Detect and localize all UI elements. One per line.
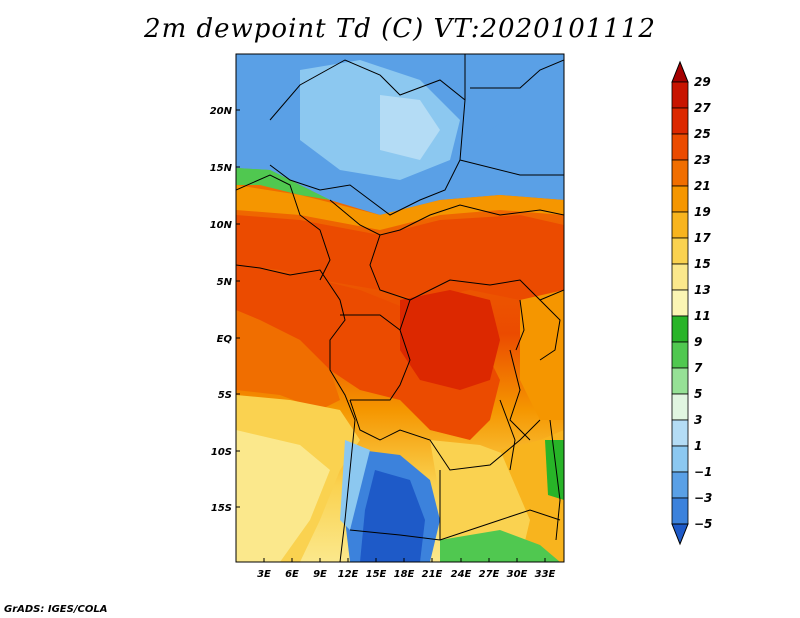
colorbar-label: 3 — [694, 413, 702, 427]
colorbar-segment — [671, 393, 689, 421]
map-title: 2m dewpoint Td (C) VT:2020101112 — [144, 14, 656, 44]
latitude-axis — [236, 109, 240, 508]
lat-label: 5S — [218, 390, 232, 401]
colorbar-label: 25 — [694, 127, 711, 141]
grads-credit: GrADS: IGES/COLA — [4, 604, 108, 615]
lon-label: 12E — [338, 569, 359, 580]
colorbar-segment — [671, 133, 689, 161]
colorbar-label: 11 — [694, 309, 711, 323]
colorbar-segment — [671, 367, 689, 395]
colorbar-label: 29 — [694, 75, 711, 89]
longitude-axis — [263, 558, 546, 562]
country-borders — [236, 54, 564, 562]
colorbar-segment — [671, 185, 689, 213]
lon-label: 9E — [313, 569, 327, 580]
colorbar-label: 15 — [694, 257, 711, 271]
lat-label: 15S — [211, 503, 232, 514]
colorbar-label: 23 — [694, 153, 711, 167]
colorbar-label: 13 — [694, 283, 711, 297]
lon-label: 6E — [285, 569, 299, 580]
colorbar-segment — [671, 263, 689, 291]
colorbar: 29 27 25 23 21 19 17 15 13 11 9 7 5 3 1 −1 −3 −5 — [671, 60, 712, 546]
colorbar-label: 19 — [694, 205, 711, 219]
colorbar-label: 27 — [694, 101, 711, 115]
colorbar-label: −1 — [694, 465, 712, 479]
colorbar-segment — [671, 445, 689, 473]
colorbar-label: 9 — [694, 335, 702, 349]
colorbar-segment — [671, 497, 689, 525]
colorbar-segment — [671, 315, 689, 343]
lon-label: 30E — [507, 569, 528, 580]
colorbar-segment — [671, 471, 689, 499]
colorbar-label: 17 — [694, 231, 711, 245]
lat-label: 15N — [210, 163, 233, 174]
lon-label: 33E — [535, 569, 556, 580]
colorbar-top-arrow — [671, 60, 689, 83]
colorbar-segment — [671, 341, 689, 369]
lat-label: 10N — [210, 220, 233, 231]
colorbar-label: 1 — [694, 439, 702, 453]
lat-label: EQ — [217, 334, 233, 345]
colorbar-segment — [671, 289, 689, 317]
colorbar-label: 5 — [694, 387, 702, 401]
lon-label: 18E — [394, 569, 415, 580]
lat-label: 5N — [217, 277, 233, 288]
colorbar-segment — [671, 107, 689, 135]
colorbar-segment — [671, 159, 689, 187]
colorbar-label: −3 — [694, 491, 712, 505]
lon-label: 15E — [366, 569, 387, 580]
colorbar-segment — [671, 211, 689, 239]
colorbar-segment — [671, 81, 689, 109]
lon-label: 27E — [479, 569, 500, 580]
colorbar-label: 21 — [694, 179, 711, 193]
lon-label: 3E — [257, 569, 271, 580]
map-frame — [235, 53, 565, 563]
lat-label: 10S — [211, 447, 232, 458]
dewpoint-field — [236, 54, 564, 562]
lon-label: 21E — [422, 569, 443, 580]
colorbar-bottom-arrow — [671, 523, 689, 546]
colorbar-label: −5 — [694, 517, 712, 531]
colorbar-label: 7 — [694, 361, 703, 375]
colorbar-segment — [671, 237, 689, 265]
lon-label: 24E — [451, 569, 472, 580]
lat-label: 20N — [210, 106, 233, 117]
colorbar-segment — [671, 419, 689, 447]
